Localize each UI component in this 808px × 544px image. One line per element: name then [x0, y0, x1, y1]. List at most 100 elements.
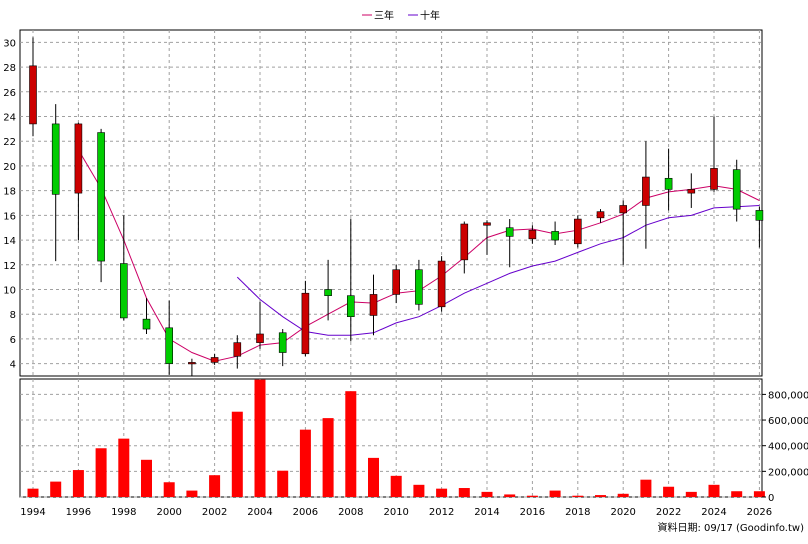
- candle-2016: [528, 225, 537, 244]
- candle-2017: [551, 221, 559, 246]
- x-tick-label: 2026: [747, 507, 772, 518]
- price-y-tick-label: 26: [3, 88, 16, 99]
- candle-body: [460, 223, 469, 261]
- candle-2001: [188, 358, 196, 376]
- candle-1998: [120, 215, 128, 321]
- x-tick-label: 2004: [247, 507, 272, 518]
- price-y-tick-label: 10: [3, 286, 16, 297]
- price-y-tick-label: 16: [3, 211, 16, 222]
- candle-2009: [369, 274, 378, 336]
- volume-bar-2012: [436, 488, 448, 497]
- x-tick-label: 2012: [429, 507, 454, 518]
- price-y-axis: 4 6 8 10 12 14 16 18 20 22 24 26 28 30: [3, 38, 16, 370]
- candle-body: [596, 211, 605, 219]
- volume-y-tick-label: 200,000: [768, 467, 808, 478]
- candle-body: [619, 205, 628, 214]
- candle-body: [505, 227, 514, 237]
- candle-2010: [392, 264, 401, 304]
- candle-body: [437, 260, 446, 308]
- candle-2011: [415, 259, 423, 311]
- candle-body: [551, 231, 559, 241]
- candle-body: [755, 210, 764, 221]
- volume-bar-1999: [141, 459, 152, 497]
- volume-bar-2021: [640, 479, 652, 497]
- candle-2005: [278, 329, 287, 367]
- candle-2000: [165, 300, 173, 375]
- price-panel-frame: [19, 29, 763, 377]
- volume-bar-2020: [617, 493, 629, 497]
- x-tick-label: 2008: [338, 507, 363, 518]
- price-y-tick-label: 24: [3, 113, 16, 124]
- candle-body: [188, 362, 196, 365]
- volume-bar-1994: [27, 488, 39, 497]
- candle-1996: [74, 122, 83, 241]
- candle-2019: [596, 209, 605, 223]
- x-tick-label: 1996: [66, 507, 91, 518]
- candle-body: [369, 294, 378, 316]
- x-tick-label: 2010: [383, 507, 408, 518]
- candle-body: [346, 295, 355, 317]
- candle-2021: [642, 141, 650, 249]
- candle-body: [301, 292, 310, 355]
- candle-2026: [755, 206, 764, 248]
- volume-bars: [27, 379, 765, 497]
- candle-body: [710, 168, 718, 190]
- candlesticks: [29, 37, 764, 376]
- volume-bar-2016: [526, 495, 538, 497]
- x-tick-label: 1994: [20, 507, 45, 518]
- candle-2013: [460, 221, 469, 274]
- candle-2014: [483, 220, 491, 255]
- candle-body: [233, 342, 242, 357]
- candle-body: [732, 169, 741, 210]
- candle-2003: [233, 335, 242, 369]
- volume-bar-2002: [209, 475, 221, 497]
- candle-1995: [51, 104, 60, 262]
- volume-bar-1995: [50, 481, 62, 497]
- price-y-tick-label: 30: [3, 38, 16, 49]
- candle-body: [210, 357, 219, 363]
- candle-2007: [324, 259, 332, 321]
- candle-body: [324, 289, 332, 296]
- candle-2023: [687, 173, 696, 208]
- candle-2018: [573, 215, 582, 248]
- volume-bar-2011: [413, 484, 425, 497]
- candle-2024: [710, 116, 718, 192]
- volume-bar-2001: [186, 490, 198, 497]
- candle-body: [278, 332, 287, 353]
- volume-bar-2026: [753, 491, 765, 497]
- volume-bar-2025: [731, 491, 743, 497]
- volume-bar-2018: [572, 495, 584, 497]
- candle-2022: [664, 148, 673, 211]
- candle-body: [51, 123, 60, 195]
- price-y-tick-label: 8: [10, 310, 16, 321]
- candle-1999: [142, 298, 151, 334]
- x-tick-label: 2020: [610, 507, 635, 518]
- volume-bar-2022: [663, 486, 675, 497]
- volume-bar-2010: [390, 475, 402, 497]
- candle-body: [664, 177, 673, 190]
- candle-body: [392, 269, 401, 295]
- candle-2012: [437, 256, 446, 312]
- volume-bar-2017: [549, 490, 561, 497]
- price-y-tick-label: 28: [3, 63, 16, 74]
- candle-body: [528, 229, 537, 240]
- candle-2015: [505, 219, 514, 268]
- candle-body: [642, 176, 650, 206]
- legend: 三年 十年: [362, 9, 440, 22]
- price-y-tick-label: 18: [3, 187, 16, 198]
- volume-bar-1998: [118, 438, 130, 497]
- volume-bar-2005: [277, 470, 289, 497]
- volume-bar-2006: [299, 429, 311, 497]
- volume-bar-2014: [481, 491, 493, 497]
- x-tick-label: 1998: [111, 507, 136, 518]
- candle-2004: [256, 301, 264, 349]
- candle-2025: [732, 159, 741, 222]
- candle-body: [483, 222, 491, 226]
- candle-body: [120, 263, 128, 319]
- candle-body: [74, 123, 83, 194]
- candle-body: [29, 65, 37, 125]
- volume-bar-2024: [708, 484, 720, 497]
- volume-y-tick-label: 600,000: [768, 416, 808, 427]
- x-tick-label: 2000: [156, 507, 181, 518]
